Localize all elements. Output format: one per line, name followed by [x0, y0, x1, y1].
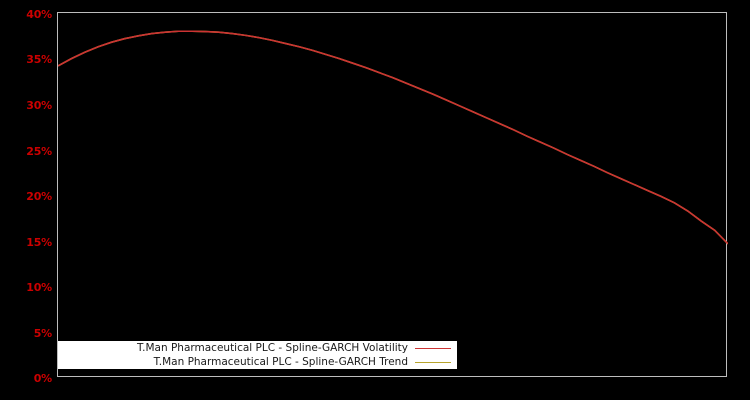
y-axis-tick-label: 35% [26, 53, 52, 66]
chart-plot-svg [58, 30, 728, 245]
y-axis-tick-label: 40% [26, 8, 52, 21]
series-line-volatility [58, 30, 728, 245]
legend-label-trend: T.Man Pharmaceutical PLC - Spline-GARCH … [153, 356, 408, 368]
y-axis-tick-label: 20% [26, 190, 52, 203]
legend-entry-volatility: T.Man Pharmaceutical PLC - Spline-GARCH … [58, 341, 457, 355]
y-axis-tick-label: 10% [26, 281, 52, 294]
legend-entry-trend: T.Man Pharmaceutical PLC - Spline-GARCH … [58, 355, 457, 369]
y-axis-tick-label: 0% [33, 372, 52, 385]
y-axis-tick-label: 15% [26, 236, 52, 249]
chart-legend: T.Man Pharmaceutical PLC - Spline-GARCH … [58, 341, 457, 369]
y-axis-tick-label: 30% [26, 99, 52, 112]
legend-label-volatility: T.Man Pharmaceutical PLC - Spline-GARCH … [136, 342, 408, 354]
legend-swatch-volatility [415, 347, 451, 349]
y-axis: 40% 35% 30% 25% 20% 15% 10% 5% 0% [0, 0, 52, 400]
y-axis-tick-label: 25% [26, 145, 52, 158]
plot-area [57, 12, 728, 377]
series-line-trend [58, 30, 728, 245]
legend-swatch-trend [415, 361, 451, 363]
y-axis-tick-label: 5% [33, 327, 52, 340]
